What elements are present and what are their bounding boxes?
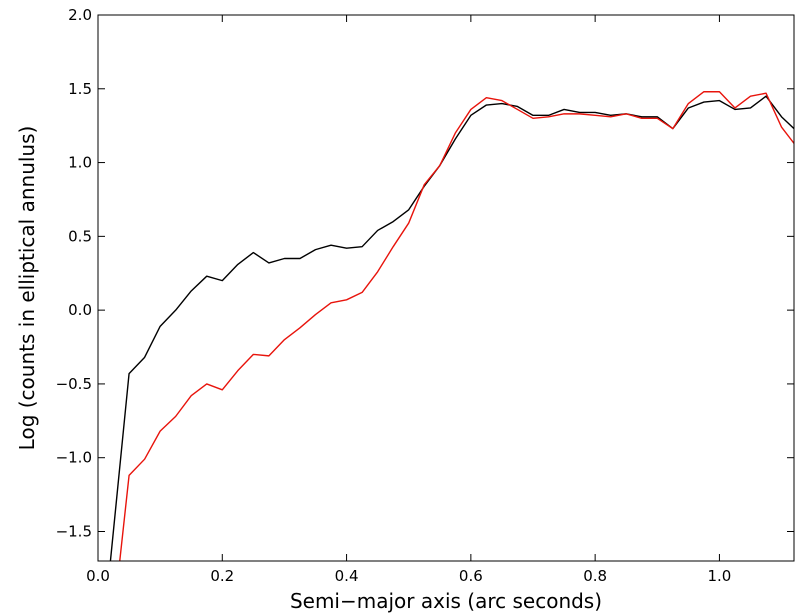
y-tick-label: 0.5 xyxy=(68,227,92,245)
y-tick-label: 1.0 xyxy=(68,154,92,172)
x-tick-label: 0.4 xyxy=(335,567,359,585)
y-tick-label: 1.5 xyxy=(68,80,92,98)
ticks-layer: 0.0 0.2 0.4 0.6 0.8 1.0 −1.5 −1.0 −0.5 0.0 0.5 1.0 1… xyxy=(56,6,794,585)
y-tick-label: −1.0 xyxy=(56,449,92,467)
x-tick-label: 0.8 xyxy=(583,567,607,585)
series-line-1 xyxy=(109,95,794,561)
y-tick-label: 0.0 xyxy=(68,301,92,319)
plot-frame xyxy=(97,14,795,562)
y-tick-label: 2.0 xyxy=(68,6,92,24)
series-line-2 xyxy=(119,91,794,561)
x-axis-label: Semi−major axis (arc seconds) xyxy=(290,589,602,613)
series-layer xyxy=(109,91,794,561)
y-axis-label: Log (counts in elliptical annulus) xyxy=(15,126,39,451)
x-tick-label: 0.6 xyxy=(459,567,483,585)
x-tick-label: 0.2 xyxy=(210,567,234,585)
x-tick-label: 0.0 xyxy=(86,567,110,585)
y-tick-label: −0.5 xyxy=(56,375,92,393)
x-tick-label: 1.0 xyxy=(707,567,731,585)
y-tick-label: −1.5 xyxy=(56,522,92,540)
